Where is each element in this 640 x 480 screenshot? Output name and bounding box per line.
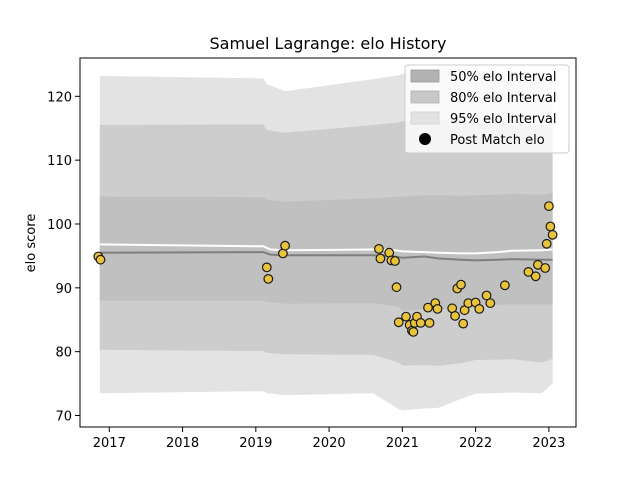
y-tick-label: 70	[55, 410, 72, 425]
legend-swatch-50	[410, 69, 440, 83]
x-tick-label: 2020	[313, 436, 346, 451]
post-match-point	[450, 311, 461, 321]
chart-legend: 50% elo Interval 80% elo Interval 95% el…	[404, 64, 570, 154]
post-match-point	[390, 256, 400, 266]
post-match-point	[401, 311, 411, 322]
y-tick-label: 120	[47, 90, 72, 105]
band-50	[99, 192, 553, 311]
median-line	[99, 251, 553, 262]
y-axis: 70 80 90 100 110 120	[47, 90, 80, 425]
post-match-points	[93, 201, 558, 337]
post-match-point	[374, 243, 384, 254]
post-match-point	[393, 317, 404, 328]
post-match-point	[456, 279, 466, 290]
legend-label-95: 95% elo Interval	[450, 112, 557, 127]
legend-swatch-95	[410, 111, 440, 125]
post-match-point	[423, 302, 433, 313]
legend-swatch-80	[410, 90, 440, 104]
y-tick-label: 100	[47, 218, 72, 233]
x-tick-label: 2019	[239, 436, 272, 451]
post-match-point	[485, 298, 496, 309]
post-match-point	[263, 274, 274, 284]
post-match-point	[375, 253, 386, 264]
legend-marker-points	[419, 133, 431, 145]
post-match-point	[474, 304, 485, 314]
post-match-point	[424, 318, 435, 328]
post-match-point	[523, 267, 534, 277]
post-match-point	[408, 327, 419, 337]
y-axis-label: elo score	[24, 214, 39, 273]
x-tick-label: 2022	[459, 436, 492, 451]
post-match-point	[261, 262, 272, 273]
plot-frame	[79, 57, 577, 428]
chart-title: Samuel Lagrange: elo History	[209, 34, 446, 53]
post-match-point	[500, 280, 510, 291]
legend-label-80: 80% elo Interval	[450, 91, 557, 106]
legend-label-points: Post Match elo	[450, 133, 545, 148]
x-axis: 2017 2018 2019 2020 2021 2022 2023	[93, 427, 565, 451]
trend-lines	[99, 243, 553, 262]
x-tick-label: 2023	[532, 436, 565, 451]
y-tick-label: 90	[55, 282, 72, 297]
y-tick-label: 80	[55, 346, 72, 361]
post-match-point	[458, 318, 469, 329]
x-tick-label: 2021	[386, 436, 419, 451]
legend-frame	[404, 64, 570, 154]
x-tick-label: 2018	[166, 436, 199, 451]
post-match-point	[530, 271, 541, 282]
post-match-point	[432, 304, 443, 314]
post-match-point	[545, 221, 556, 232]
post-match-point	[391, 282, 402, 293]
post-match-point	[547, 229, 558, 240]
post-match-point	[415, 318, 426, 328]
post-match-point	[481, 290, 492, 301]
post-match-point	[95, 254, 106, 265]
mean-line	[99, 243, 553, 255]
x-tick-label: 2017	[93, 436, 126, 451]
legend-label-50: 50% elo Interval	[450, 70, 557, 85]
post-match-point	[540, 263, 551, 273]
post-match-point	[280, 240, 291, 251]
post-match-point	[544, 201, 554, 212]
post-match-point	[541, 238, 552, 249]
y-tick-label: 110	[47, 154, 72, 169]
